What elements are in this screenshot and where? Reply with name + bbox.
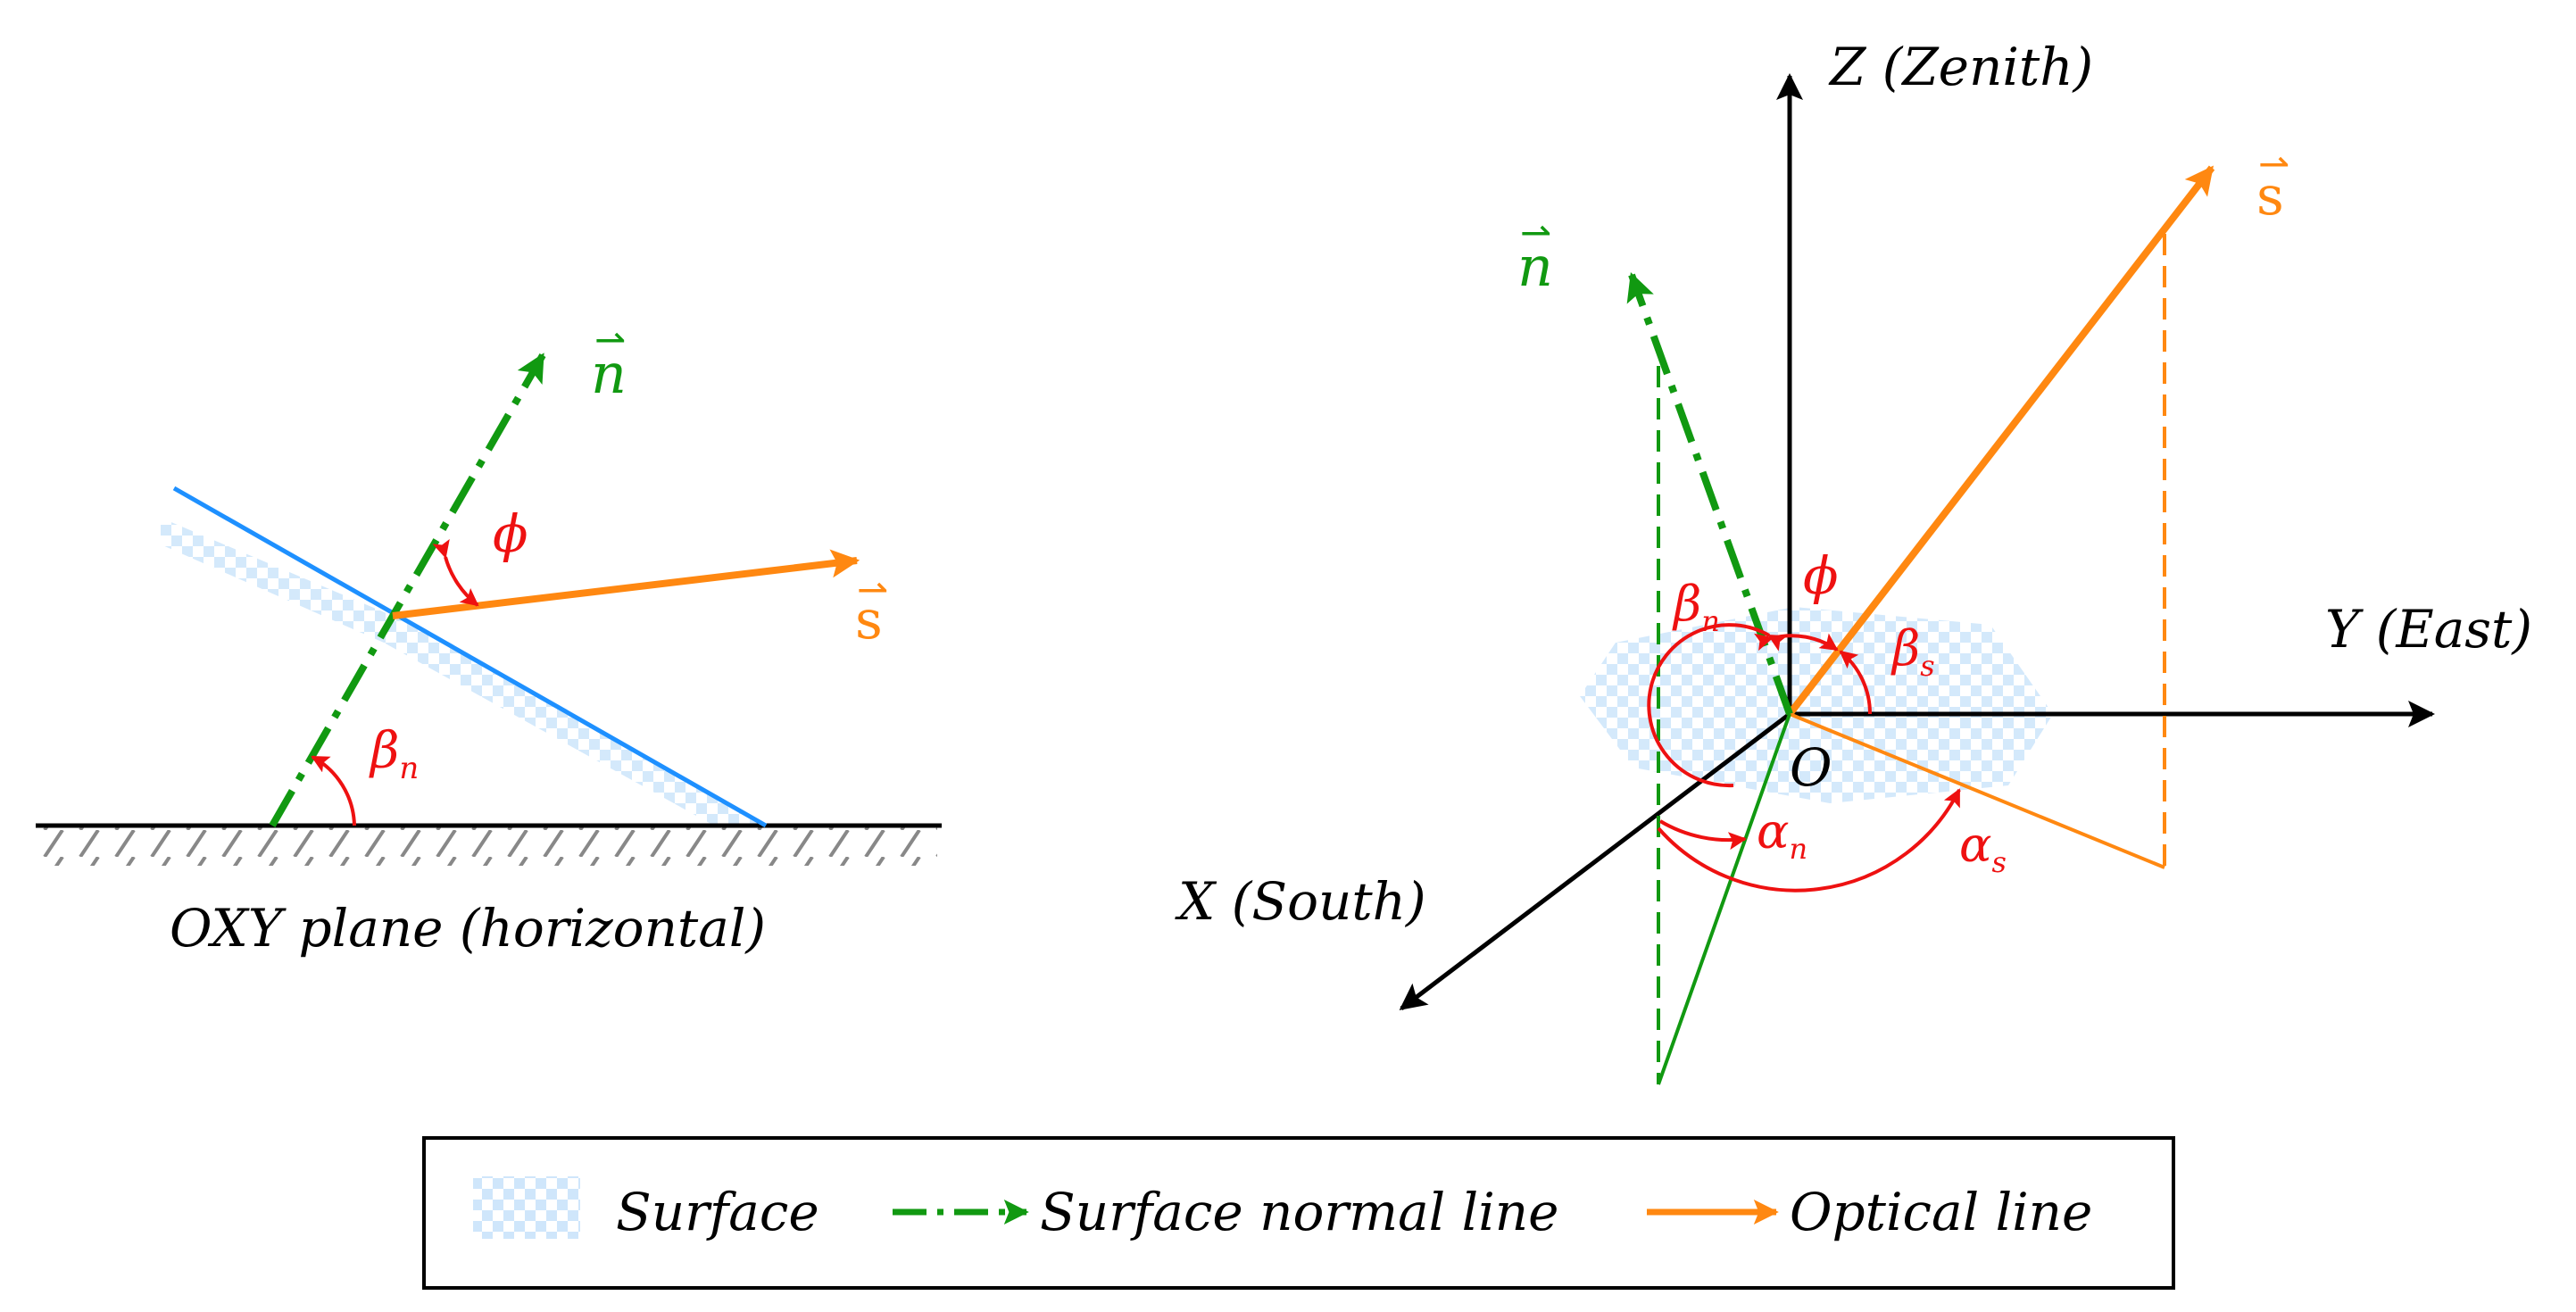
- legend-box: [422, 1136, 2175, 1290]
- z-axis-label: Z (Zenith): [1828, 37, 2093, 97]
- surface-line: [172, 486, 768, 828]
- x-axis-label: X (South): [1175, 871, 1426, 932]
- right-sun-label: s: [2256, 165, 2284, 228]
- right-alpha-s-label: αs: [1959, 817, 2007, 879]
- right-panel: Z (Zenith) Y (East) X (South) O n ⇀ s ⇀ …: [1175, 37, 2532, 1085]
- surface-shading: [161, 518, 768, 826]
- right-beta-n-label: βn: [1672, 576, 1720, 638]
- right-alpha-n-label: αn: [1757, 803, 1807, 866]
- left-sun-label: s: [855, 589, 883, 652]
- surface-shading-3d: [1580, 607, 2053, 803]
- plane-caption: OXY plane (horizontal): [170, 898, 766, 959]
- legend-optical-label: Optical line: [1790, 1182, 2092, 1242]
- right-normal-vector-arrow: ⇀: [1520, 211, 1551, 254]
- ground-hatching: [36, 826, 937, 866]
- legend-normal-label: Surface normal line: [1040, 1182, 1558, 1242]
- beta-n-arc-3d: [1647, 623, 1788, 788]
- beta-s-arc-3d: [1839, 650, 1873, 715]
- sun-vector: [1786, 165, 2215, 717]
- left-phi-label: ϕ: [493, 503, 528, 564]
- sun-horizontal-projection: [1789, 712, 2165, 869]
- right-phi-label: ϕ: [1803, 545, 1839, 606]
- normal-horizontal-projection: [1657, 713, 1791, 1085]
- left-panel: n ⇀ s ⇀ ϕ βn OXY plane (horizontal): [36, 318, 942, 959]
- alpha-n-arc-3d: [1658, 819, 1747, 851]
- legend-surface-label: Surface: [616, 1182, 819, 1242]
- beta-n-arc: [311, 755, 356, 826]
- phi-arc: [432, 538, 479, 607]
- right-sun-vector-arrow: ⇀: [2258, 142, 2289, 186]
- legend: Surface Surface normal line Optical line: [422, 1136, 2175, 1290]
- x-axis: [1399, 712, 1791, 1010]
- y-axis-label: Y (East): [2325, 599, 2532, 660]
- left-normal-vector-arrow: ⇀: [594, 318, 626, 361]
- left-normal-label: n: [591, 341, 627, 406]
- right-normal-label: n: [1517, 234, 1553, 299]
- left-sun-vector-arrow: ⇀: [857, 568, 888, 611]
- alpha-s-arc-3d: [1657, 788, 1961, 893]
- normal-line: [269, 353, 546, 827]
- origin-label: O: [1790, 737, 1832, 798]
- legend-surface-swatch: [473, 1176, 580, 1239]
- left-beta-n-label: βn: [369, 722, 419, 786]
- right-beta-s-label: βs: [1890, 620, 1935, 683]
- optical-line: [392, 549, 860, 619]
